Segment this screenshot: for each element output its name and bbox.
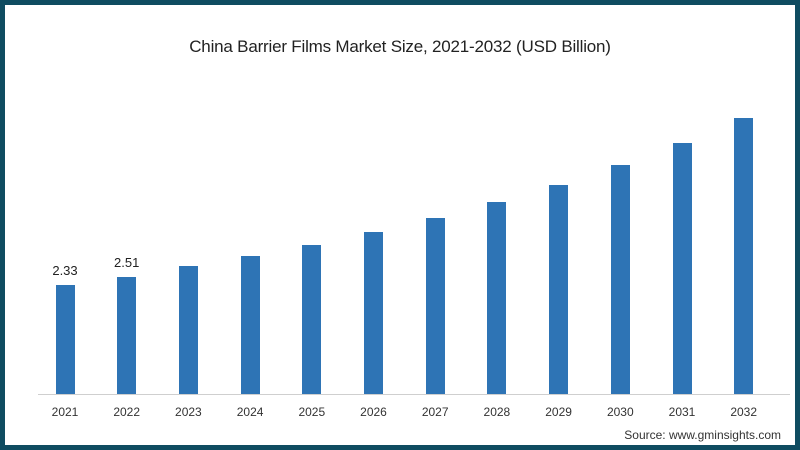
chart-panel: China Barrier Films Market Size, 2021-20… <box>5 5 795 445</box>
x-tick-label: 2030 <box>606 405 634 419</box>
bar-2023 <box>178 266 198 394</box>
bar-2027 <box>425 218 445 394</box>
data-label: 2.33 <box>52 262 78 278</box>
bar-2029 <box>549 185 569 394</box>
x-tick-label: 2024 <box>236 405 264 419</box>
x-tick-label: 2023 <box>175 405 202 419</box>
bar-2030 <box>610 165 630 394</box>
x-axis-line <box>38 394 790 395</box>
bar-2028 <box>487 202 507 394</box>
bar-2024 <box>240 255 260 394</box>
x-tick-label: 2028 <box>483 405 511 419</box>
data-label: 2.51 <box>114 254 140 270</box>
x-tick-label: 2032 <box>730 405 758 419</box>
bar-2021 <box>55 284 75 394</box>
chart-title: China Barrier Films Market Size, 2021-20… <box>189 37 611 56</box>
x-tick-label: 2022 <box>113 405 141 419</box>
x-tick-label: 2026 <box>360 405 387 419</box>
x-tick-label: 2027 <box>421 405 449 419</box>
source-note: Source: www.gminsights.com <box>624 428 781 442</box>
bar-2031 <box>672 143 692 394</box>
x-tick-label: 2029 <box>545 405 572 419</box>
bar-2025 <box>302 245 322 394</box>
plot-area: 2021 2.33 2022 2.51 2023 2024 2025 2026 2027 2028… <box>35 5 790 445</box>
x-tick-label: 2031 <box>668 405 696 419</box>
bar-2026 <box>364 232 383 394</box>
bar-2032 <box>734 117 754 394</box>
x-tick-label: 2021 <box>51 405 79 419</box>
bar-2022 <box>117 276 137 394</box>
x-tick-label: 2025 <box>298 405 326 419</box>
